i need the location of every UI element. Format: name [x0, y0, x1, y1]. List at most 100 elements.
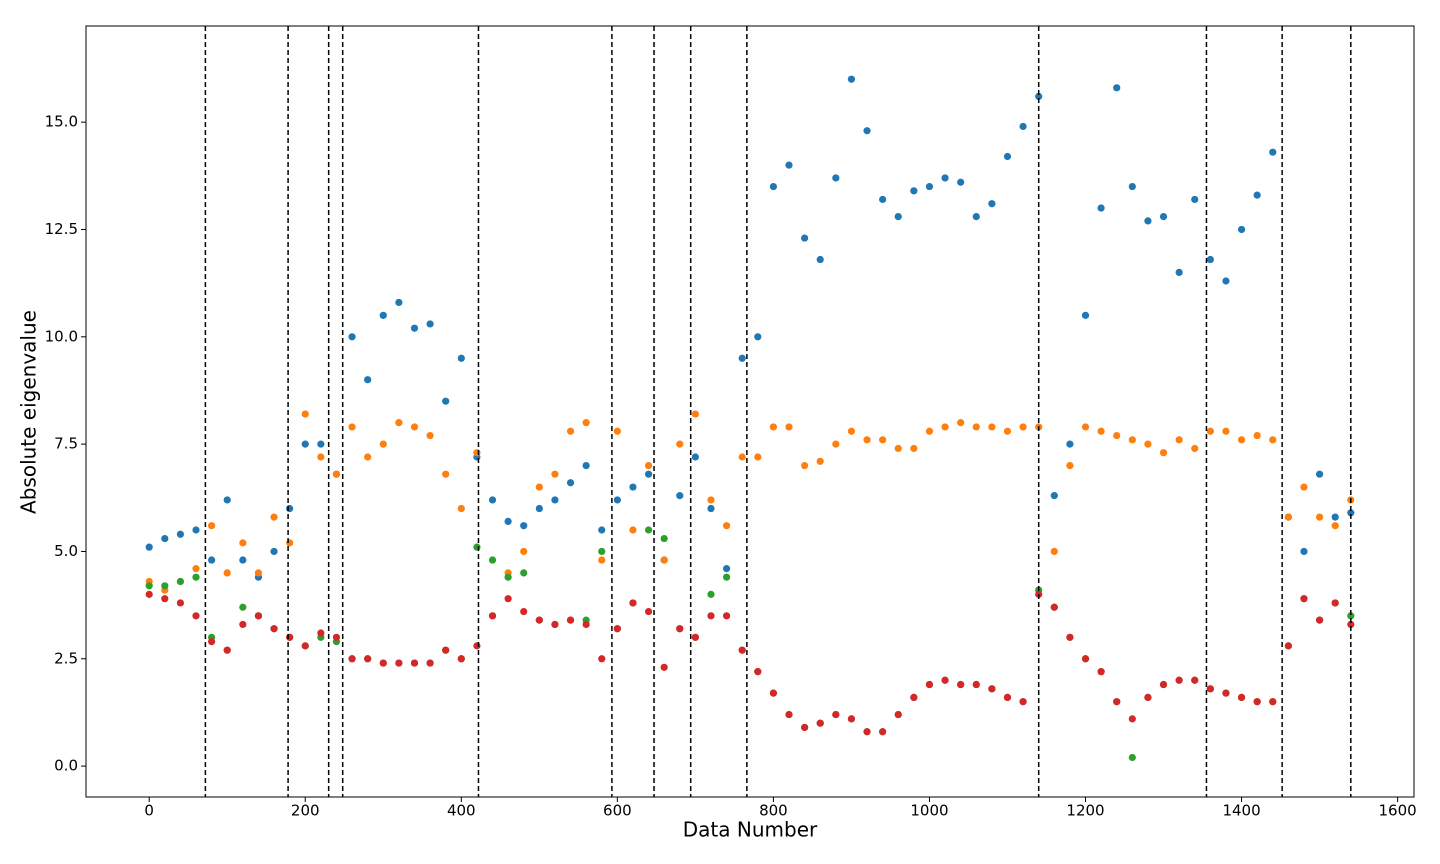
- point: [660, 534, 668, 543]
- point: [598, 526, 606, 534]
- point: [535, 483, 543, 491]
- point: [1113, 698, 1121, 706]
- point: [1222, 689, 1230, 697]
- point: [395, 659, 403, 667]
- point: [1175, 268, 1183, 277]
- point: [551, 620, 559, 629]
- point: [988, 423, 996, 431]
- point: [208, 522, 216, 530]
- x-tick-label: 1400: [1222, 802, 1260, 820]
- point: [1222, 427, 1230, 435]
- point: [551, 470, 559, 478]
- point: [426, 320, 434, 328]
- point: [1284, 642, 1292, 650]
- point: [301, 642, 309, 650]
- point: [1347, 509, 1355, 517]
- point: [707, 612, 715, 620]
- point: [769, 182, 778, 191]
- point: [676, 492, 684, 500]
- point: [722, 612, 731, 620]
- point: [988, 685, 996, 693]
- point: [488, 496, 497, 504]
- point: [395, 298, 403, 307]
- point: [286, 539, 294, 547]
- point: [410, 423, 419, 431]
- point: [722, 573, 731, 581]
- point: [1269, 436, 1277, 444]
- point: [644, 470, 653, 478]
- point: [582, 620, 590, 629]
- point: [1237, 225, 1246, 234]
- point: [691, 633, 699, 641]
- point: [660, 556, 668, 564]
- point: [1113, 84, 1121, 92]
- point: [832, 710, 840, 719]
- point: [1269, 698, 1277, 706]
- point: [301, 410, 309, 418]
- plot-frame: [85, 25, 1415, 798]
- point: [1113, 431, 1121, 440]
- point: [676, 440, 684, 448]
- x-tick-label: 1200: [1066, 802, 1104, 820]
- point: [582, 419, 590, 427]
- point: [488, 612, 497, 620]
- point: [957, 178, 965, 186]
- point: [785, 161, 793, 169]
- point: [176, 577, 185, 586]
- point: [379, 440, 387, 448]
- x-tick-label: 400: [447, 802, 476, 820]
- point: [1035, 92, 1043, 101]
- point: [364, 453, 372, 461]
- point: [1144, 440, 1152, 448]
- point: [379, 659, 387, 667]
- point: [863, 127, 871, 135]
- point: [816, 719, 824, 727]
- point: [1128, 182, 1136, 191]
- point: [801, 723, 809, 732]
- point: [941, 676, 949, 684]
- point: [1066, 461, 1074, 470]
- point: [1081, 311, 1090, 319]
- point: [223, 496, 231, 504]
- point: [1331, 513, 1339, 521]
- point: [192, 573, 200, 581]
- point: [566, 616, 575, 624]
- point: [473, 642, 481, 650]
- point: [270, 625, 278, 633]
- point: [223, 569, 231, 577]
- point: [1206, 685, 1214, 693]
- point: [957, 680, 965, 689]
- point: [910, 444, 918, 453]
- point: [785, 710, 793, 719]
- point: [1128, 436, 1136, 444]
- point: [1253, 191, 1261, 199]
- point: [270, 547, 278, 556]
- point: [161, 582, 169, 590]
- y-tick-label: 5.0: [54, 542, 78, 560]
- point: [660, 663, 668, 671]
- point: [801, 234, 809, 242]
- point: [364, 655, 372, 663]
- point: [1300, 547, 1308, 556]
- point: [1175, 676, 1183, 684]
- point: [957, 419, 965, 427]
- point: [801, 461, 809, 470]
- point: [769, 423, 778, 431]
- point: [1253, 698, 1261, 706]
- point: [925, 427, 934, 435]
- point: [754, 668, 762, 676]
- point: [847, 715, 856, 723]
- point: [442, 646, 450, 654]
- point: [816, 255, 824, 264]
- point: [879, 195, 887, 204]
- point: [941, 174, 949, 182]
- point: [504, 573, 512, 581]
- y-tick-label: 10.0: [45, 327, 78, 345]
- point: [410, 659, 419, 667]
- y-tick-label: 7.5: [54, 435, 78, 453]
- y-tick-label: 15.0: [45, 113, 78, 131]
- point: [1144, 217, 1152, 225]
- point: [1222, 277, 1230, 285]
- point: [1066, 633, 1074, 641]
- point: [1128, 715, 1136, 723]
